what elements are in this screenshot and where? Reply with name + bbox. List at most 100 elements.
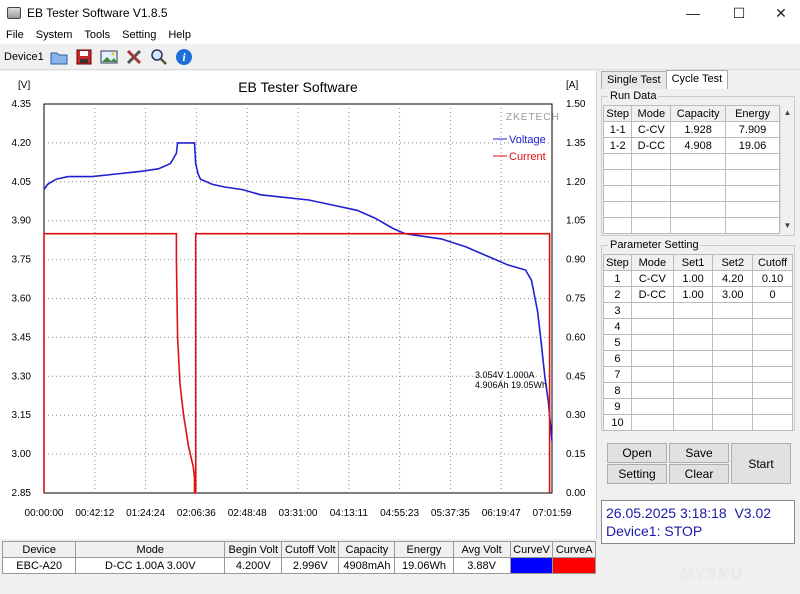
menu-tools[interactable]: Tools — [84, 29, 111, 41]
menu-help[interactable]: Help — [168, 29, 191, 41]
menu-system[interactable]: System — [35, 29, 73, 41]
x-tick-label: 03:31:00 — [279, 508, 318, 519]
clear-button[interactable]: Clear — [669, 464, 729, 484]
picture-icon[interactable] — [98, 46, 120, 68]
cell-capacity: 4908mAh — [338, 557, 396, 574]
x-tick-label: 00:42:12 — [75, 508, 114, 519]
run-cell-energy: 7.909 — [725, 121, 780, 138]
setting-button[interactable]: Setting — [607, 464, 667, 484]
param-cell-set1 — [672, 350, 714, 367]
param-cell-cutoff — [752, 398, 793, 415]
y-right-tick-label: 1.20 — [566, 177, 586, 188]
table-row[interactable]: 5 — [603, 334, 793, 351]
x-tick-label: 02:48:48 — [228, 508, 267, 519]
table-row[interactable]: 1 C-CV 1.00 4.20 0.10 — [603, 270, 793, 287]
curve-v-color-swatch[interactable] — [509, 557, 554, 574]
current-series-line — [43, 232, 551, 494]
table-row[interactable]: 3 — [603, 302, 793, 319]
start-button[interactable]: Start — [731, 443, 791, 484]
param-cell-step: 1 — [603, 270, 632, 287]
param-cell-step: 6 — [603, 350, 632, 367]
param-cell-set2 — [712, 382, 754, 399]
param-cell-set2: 3.00 — [712, 286, 754, 303]
table-row[interactable]: 6 — [603, 350, 793, 367]
y-left-tick-label: 3.30 — [12, 371, 32, 382]
cell-cutoff-volt: 2.996V — [281, 557, 340, 574]
y-right-tick-label: 0.45 — [566, 371, 586, 382]
param-col-set1: Set1 — [672, 254, 714, 271]
param-col-step: Step — [603, 254, 632, 271]
param-cell-set1 — [672, 382, 714, 399]
param-cell-mode — [630, 334, 674, 351]
curve-a-color-swatch[interactable] — [552, 557, 596, 574]
col-begin-volt: Begin Volt — [224, 541, 283, 558]
tools-icon[interactable] — [123, 46, 145, 68]
maximize-button[interactable]: ☐ — [732, 4, 746, 21]
table-row[interactable]: 1-2 D-CC 4.908 19.06 — [602, 137, 780, 154]
table-row[interactable]: 4 — [603, 318, 793, 335]
menu-file[interactable]: File — [6, 29, 24, 41]
table-row[interactable]: 8 — [603, 382, 793, 399]
param-cell-cutoff: 0 — [752, 286, 793, 303]
y-right-tick-label: 1.05 — [566, 216, 586, 227]
zoom-icon[interactable] — [148, 46, 170, 68]
run-cell-capacity: 4.908 — [670, 137, 727, 154]
info-icon[interactable]: i — [173, 46, 195, 68]
folder-open-icon[interactable] — [48, 46, 70, 68]
col-capacity: Capacity — [338, 541, 396, 558]
scroll-down-icon[interactable]: ▼ — [783, 221, 792, 230]
scroll-up-icon[interactable]: ▲ — [783, 108, 792, 117]
legend-voltage-label: Voltage — [509, 134, 546, 146]
y-left-tick-label: 3.45 — [12, 332, 32, 343]
param-cell-set2 — [712, 318, 754, 335]
menu-setting[interactable]: Setting — [122, 29, 157, 41]
right-panel: Single Test Cycle Test Run Data Step Mod… — [599, 70, 800, 594]
param-cell-step: 10 — [603, 414, 632, 431]
table-row[interactable]: 7 — [603, 366, 793, 383]
param-cell-set1 — [672, 318, 714, 335]
run-col-mode: Mode — [631, 105, 672, 122]
x-tick-label: 00:00:00 — [25, 508, 64, 519]
close-button[interactable]: ✕ — [775, 4, 787, 21]
minimize-button[interactable]: — — [686, 5, 700, 21]
brand-label: ZKETECH — [506, 112, 560, 123]
param-cell-step: 3 — [603, 302, 632, 319]
param-cell-mode: D-CC — [630, 286, 674, 303]
save-button[interactable]: Save — [669, 443, 729, 463]
cursor-readout-line2: 4.906Ah 19.05Wh — [475, 380, 547, 390]
param-cell-set2 — [712, 366, 754, 383]
svg-text:i: i — [182, 50, 186, 64]
parameter-table: Step Mode Set1 Set2 Cutoff 1 C-CV 1.00 4.20… — [603, 254, 793, 431]
table-row[interactable]: 1-1 C-CV 1.928 7.909 — [602, 121, 780, 138]
col-energy: Energy — [394, 541, 454, 558]
x-tick-label: 07:01:59 — [533, 508, 572, 519]
param-cell-set2 — [712, 334, 754, 351]
device-label: Device1 — [4, 50, 44, 63]
table-row[interactable]: 2 D-CC 1.00 3.00 0 — [603, 286, 793, 303]
param-cell-set2 — [712, 302, 754, 319]
y-right-tick-label: 0.90 — [566, 255, 586, 266]
cell-begin-volt: 4.200V — [224, 557, 283, 574]
param-cell-set1: 1.00 — [672, 270, 714, 287]
x-tick-label: 02:06:36 — [177, 508, 216, 519]
summary-table: Device Mode Begin Volt Cutoff Volt Capac… — [1, 541, 596, 574]
run-cell-mode: C-CV — [631, 121, 672, 138]
y-right-tick-label: 0.15 — [566, 449, 586, 460]
window-title: EB Tester Software V1.8.5 — [27, 6, 168, 20]
menu-bar: File System Tools Setting Help — [0, 26, 800, 44]
run-cell-step: 1-2 — [602, 137, 633, 154]
y-right-tick-label: 0.60 — [566, 332, 586, 343]
save-disk-icon[interactable] — [73, 46, 95, 68]
table-row[interactable]: EBC-A20 D-CC 1.00A 3.00V 4.200V 2.996V 4… — [1, 557, 596, 574]
tab-cycle-test[interactable]: Cycle Test — [665, 70, 729, 89]
tab-single-test[interactable]: Single Test — [601, 71, 667, 89]
y-left-tick-label: 4.05 — [12, 177, 32, 188]
run-data-scrollbar[interactable]: ▲ ▼ — [780, 106, 793, 232]
param-cell-cutoff — [752, 350, 793, 367]
table-row[interactable]: 10 — [603, 414, 793, 431]
table-row[interactable]: 9 — [603, 398, 793, 415]
param-cell-set1 — [672, 366, 714, 383]
status-device: Device1: STOP — [606, 523, 703, 539]
open-button[interactable]: Open — [607, 443, 667, 463]
param-cell-set1 — [672, 302, 714, 319]
